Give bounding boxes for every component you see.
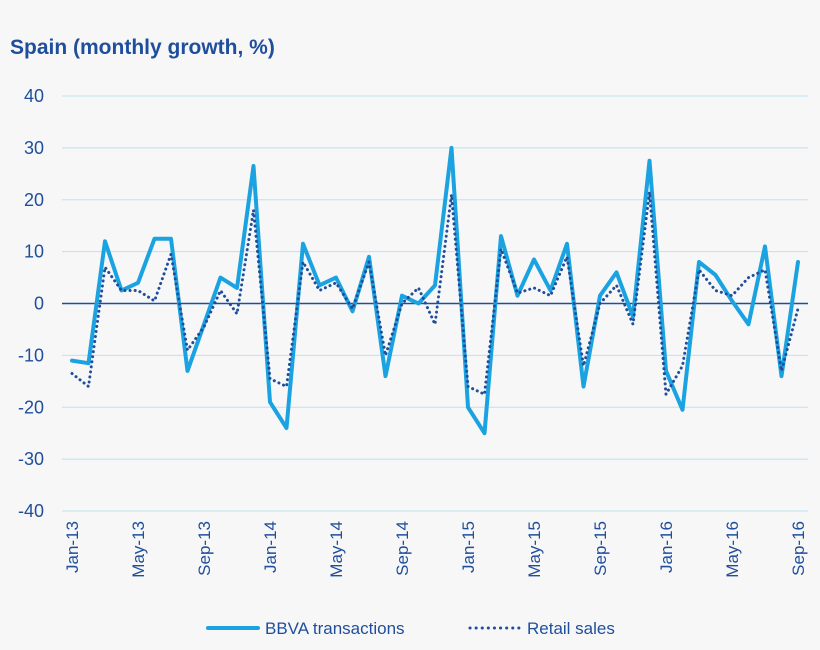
x-tick-label: May-14	[327, 521, 346, 578]
x-tick-label: May-13	[129, 521, 148, 578]
x-tick-label: Jan-14	[261, 521, 280, 573]
y-tick-label: 0	[34, 294, 44, 314]
x-tick-label: Sep-16	[789, 521, 808, 576]
x-tick-label: May-15	[525, 521, 544, 578]
y-tick-label: 10	[24, 242, 44, 262]
y-tick-label: -20	[18, 397, 44, 417]
series-line-retail-sales	[70, 190, 800, 396]
legend-label: BBVA transactions	[265, 619, 405, 638]
x-tick-label: Sep-14	[393, 521, 412, 576]
chart-title: Spain (monthly growth, %)	[10, 36, 275, 59]
x-tick-label: Jan-15	[459, 521, 478, 573]
x-tick-label: Sep-13	[195, 521, 214, 576]
x-tick-label: May-16	[723, 521, 742, 578]
x-tick-label: Sep-15	[591, 521, 610, 576]
x-tick-label: Jan-13	[63, 521, 82, 573]
y-tick-label: -30	[18, 449, 44, 469]
series-line-bbva-transactions	[70, 145, 800, 436]
y-tick-label: -10	[18, 345, 44, 365]
legend-label: Retail sales	[527, 619, 615, 638]
y-tick-label: 20	[24, 190, 44, 210]
y-tick-label: 30	[24, 138, 44, 158]
y-tick-label: 40	[24, 86, 44, 106]
x-tick-label: Jan-16	[657, 521, 676, 573]
y-tick-label: -40	[18, 501, 44, 521]
